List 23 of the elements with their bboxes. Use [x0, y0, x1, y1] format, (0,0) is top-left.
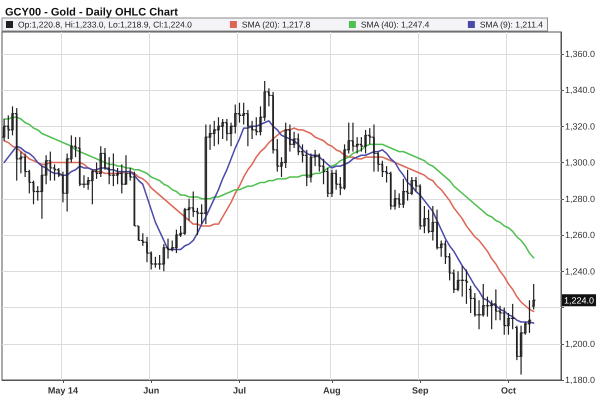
- y-tick-label: 1,280.0: [565, 194, 596, 204]
- y-tick-label: 1,180.0: [565, 375, 596, 385]
- x-tick-label: Jul: [232, 386, 246, 396]
- chart-title: GCY00 - Gold - Daily OHLC Chart: [5, 6, 178, 18]
- y-tick-label: 1,320.0: [565, 121, 596, 132]
- x-tick-label: Jun: [143, 386, 160, 396]
- y-tick-label: 1,360.0: [565, 48, 596, 59]
- y-tick-label: 1,240.0: [565, 266, 596, 276]
- legend-label: SMA (40): 1,247.4: [360, 20, 430, 30]
- x-tick-label: Aug: [323, 386, 341, 396]
- candlestick: [184, 207, 186, 236]
- legend-label: SMA (9): 1,211.4: [480, 20, 544, 30]
- y-tick-label: 1,300.0: [565, 158, 596, 168]
- x-tick-label: Oct: [500, 386, 516, 396]
- y-tick-label: 1,340.0: [565, 85, 596, 95]
- x-tick-label: May 14: [48, 386, 78, 396]
- text: 1,224.0: [564, 295, 594, 306]
- legend-label: SMA (20): 1,217.8: [242, 20, 311, 30]
- y-tick-label: 1,200.0: [565, 338, 596, 349]
- x-tick-label: Sep: [412, 386, 429, 396]
- y-tick-label: 1,260.0: [565, 230, 596, 240]
- legend-label: Op:1,220.8, Hi:1,233.0, Lo:1,218.9, Cl:1,224.0: [18, 20, 192, 30]
- candlestick: [524, 321, 527, 336]
